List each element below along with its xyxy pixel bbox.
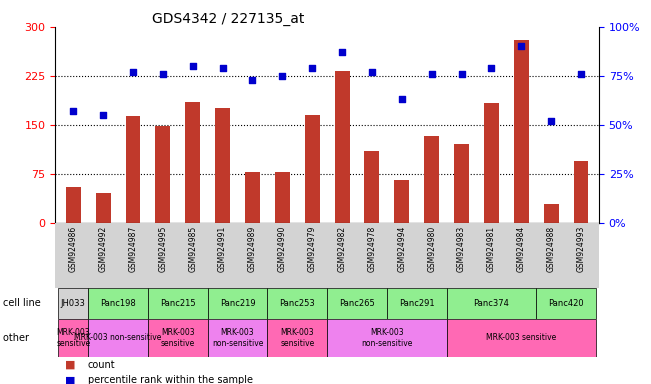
Text: Panc253: Panc253 [279,299,315,308]
Point [307,65,318,71]
FancyBboxPatch shape [59,288,88,319]
Text: GDS4342 / 227135_at: GDS4342 / 227135_at [152,12,304,25]
Text: Panc198: Panc198 [100,299,136,308]
Text: MRK-003
non-sensitive: MRK-003 non-sensitive [212,328,263,348]
FancyBboxPatch shape [208,319,268,357]
Bar [156,126,171,223]
FancyBboxPatch shape [536,288,596,319]
Point [516,43,527,50]
Point [277,73,288,79]
Text: GSM924978: GSM924978 [367,226,376,272]
Text: GSM924982: GSM924982 [338,226,346,272]
Bar [395,180,409,223]
Text: GSM924979: GSM924979 [308,226,316,272]
Text: MRK-003
sensitive: MRK-003 sensitive [280,328,314,348]
Point [337,49,347,55]
Point [68,108,79,114]
Bar [335,71,350,223]
Point [396,96,407,103]
Text: Panc265: Panc265 [339,299,375,308]
Text: MRK-003 non-sensitive: MRK-003 non-sensitive [74,333,161,343]
Bar [544,204,559,223]
Bar [66,187,81,223]
Text: MRK-003 sensitive: MRK-003 sensitive [486,333,557,343]
Point [217,65,228,71]
Text: Panc219: Panc219 [220,299,255,308]
Text: GSM924993: GSM924993 [577,226,585,272]
Text: other: other [3,333,33,343]
Text: GSM924985: GSM924985 [188,226,197,272]
Point [456,71,467,77]
Text: GSM924988: GSM924988 [547,226,556,272]
Bar [574,161,589,223]
Bar [305,115,320,223]
Point [98,112,108,118]
Text: GSM924989: GSM924989 [248,226,257,272]
Text: count: count [88,360,115,370]
Text: GSM924992: GSM924992 [98,226,107,272]
Text: GSM924995: GSM924995 [158,226,167,272]
Text: Panc420: Panc420 [548,299,584,308]
Point [486,65,497,71]
FancyBboxPatch shape [387,288,447,319]
Text: ■: ■ [65,375,76,384]
Text: GSM924983: GSM924983 [457,226,466,272]
Text: GSM924991: GSM924991 [218,226,227,272]
FancyBboxPatch shape [59,319,88,357]
FancyBboxPatch shape [447,319,596,357]
Point [187,63,198,69]
Text: GSM924990: GSM924990 [278,226,287,272]
Text: MRK-003
non-sensitive: MRK-003 non-sensitive [361,328,413,348]
Text: JH033: JH033 [61,299,86,308]
Text: ■: ■ [65,360,76,370]
Text: Panc374: Panc374 [473,299,509,308]
Text: GSM924986: GSM924986 [69,226,77,272]
Bar [215,109,230,223]
Text: cell line: cell line [3,298,44,308]
Bar [514,40,529,223]
Text: MRK-003
sensitive: MRK-003 sensitive [161,328,195,348]
Point [367,69,377,75]
FancyBboxPatch shape [268,319,327,357]
Bar [275,172,290,223]
FancyBboxPatch shape [88,319,148,357]
Point [158,71,168,77]
Point [546,118,557,124]
Bar [245,172,260,223]
Bar [484,103,499,223]
Bar [126,116,141,223]
Text: Panc291: Panc291 [399,299,434,308]
Text: Panc215: Panc215 [160,299,195,308]
Text: MRK-003
sensitive: MRK-003 sensitive [56,328,90,348]
FancyBboxPatch shape [327,319,447,357]
FancyBboxPatch shape [148,319,208,357]
Text: percentile rank within the sample: percentile rank within the sample [88,375,253,384]
FancyBboxPatch shape [55,223,599,288]
Text: GSM924994: GSM924994 [397,226,406,272]
FancyBboxPatch shape [447,288,536,319]
FancyBboxPatch shape [268,288,327,319]
Point [128,69,138,75]
Bar [424,136,439,223]
FancyBboxPatch shape [148,288,208,319]
Text: GSM924984: GSM924984 [517,226,526,272]
Point [575,71,586,77]
FancyBboxPatch shape [208,288,268,319]
Bar [365,151,380,223]
Text: GSM924981: GSM924981 [487,226,496,272]
Bar [96,194,111,223]
FancyBboxPatch shape [327,288,387,319]
Bar [454,144,469,223]
FancyBboxPatch shape [88,288,148,319]
Point [426,71,437,77]
Point [247,77,258,83]
Text: GSM924987: GSM924987 [128,226,137,272]
Bar [186,102,201,223]
Text: GSM924980: GSM924980 [427,226,436,272]
